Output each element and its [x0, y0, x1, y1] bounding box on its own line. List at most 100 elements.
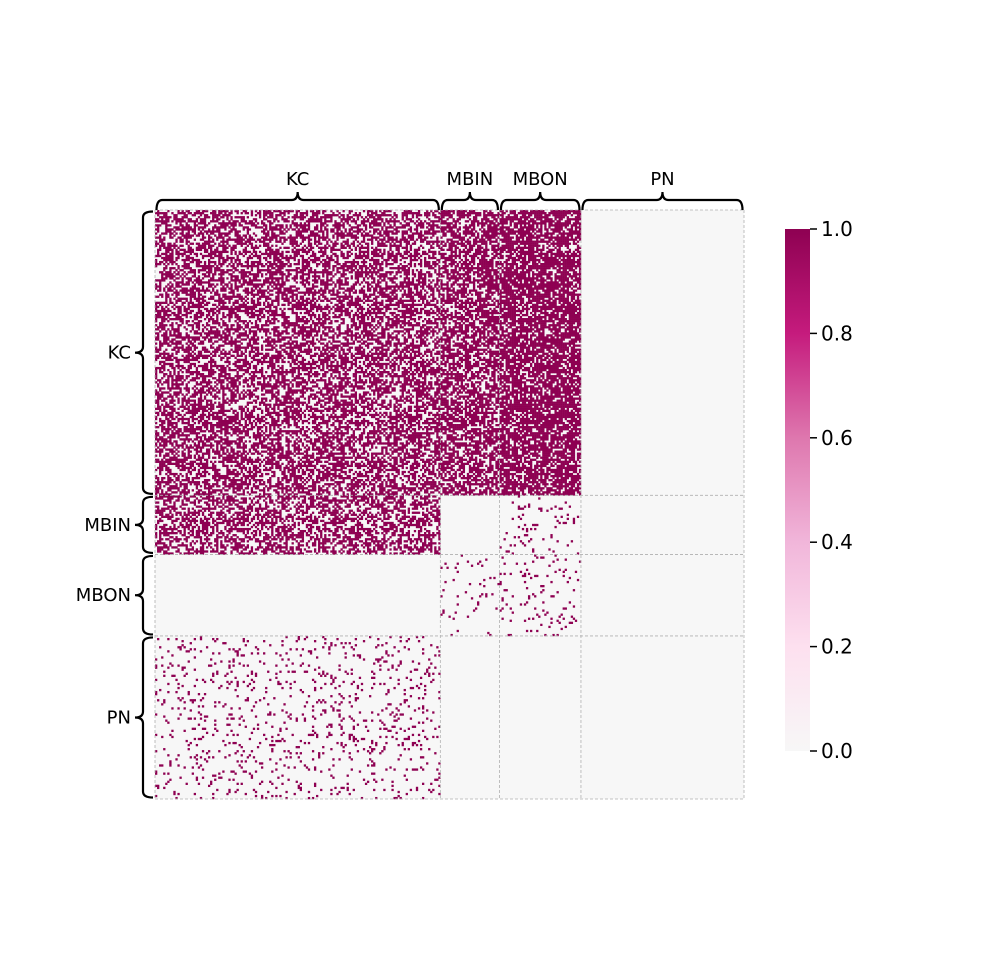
heatmap-cell	[316, 279, 319, 282]
heatmap-cell	[324, 297, 327, 300]
heatmap-cell	[273, 254, 276, 258]
heatmap-cell	[354, 313, 358, 317]
heatmap-cell	[293, 275, 296, 278]
heatmap-cell	[210, 271, 213, 274]
heatmap-cell	[324, 260, 327, 264]
heatmap-cell	[393, 258, 396, 262]
heatmap-cell	[195, 322, 199, 325]
heatmap-cell	[234, 232, 237, 235]
heatmap-cell	[175, 244, 178, 247]
heatmap-cell	[195, 303, 199, 307]
heatmap-cell	[289, 287, 292, 290]
heatmap-cell	[436, 309, 439, 313]
heatmap-cell	[238, 324, 241, 327]
heatmap-cell	[165, 258, 168, 262]
heatmap-cell	[301, 334, 305, 337]
heatmap-cell	[415, 230, 419, 233]
heatmap-cell	[224, 240, 227, 243]
heatmap-cell	[161, 260, 164, 264]
heatmap-cell	[371, 240, 374, 243]
heatmap-cell	[354, 254, 358, 258]
heatmap-cell	[285, 297, 288, 300]
heatmap-cell	[342, 309, 345, 313]
heatmap-cell	[409, 228, 413, 231]
heatmap-cell	[179, 297, 182, 300]
heatmap-cell	[397, 301, 400, 304]
heatmap-cell	[210, 295, 213, 298]
heatmap-cell	[155, 313, 158, 317]
heatmap-cell	[165, 267, 168, 270]
heatmap-cell	[419, 336, 423, 339]
heatmap-cell	[409, 293, 413, 296]
heatmap-cell	[354, 271, 358, 274]
heatmap-cell	[342, 262, 345, 266]
heatmap-cell	[322, 307, 325, 311]
heatmap-cell	[389, 236, 392, 239]
heatmap-cell	[352, 220, 355, 223]
heatmap-cell	[179, 285, 182, 288]
heatmap-cell	[218, 258, 221, 262]
heatmap-cell	[387, 238, 390, 241]
heatmap-cell	[303, 258, 307, 262]
heatmap-cell	[434, 283, 437, 286]
heatmap-cell	[322, 311, 325, 315]
heatmap-cell	[413, 273, 417, 276]
heatmap-cell	[159, 315, 162, 319]
heatmap-cell	[212, 307, 215, 311]
heatmap-cell	[373, 267, 376, 270]
heatmap-cell	[391, 338, 394, 341]
heatmap-cell	[165, 336, 168, 339]
heatmap-cell	[428, 240, 431, 243]
heatmap-cell	[283, 324, 286, 327]
heatmap-cell	[279, 267, 282, 270]
heatmap-cell	[356, 307, 360, 311]
heatmap-cell	[436, 336, 439, 339]
heatmap-cell	[224, 295, 227, 298]
heatmap-cell	[218, 218, 221, 221]
heatmap-cell	[356, 254, 360, 258]
heatmap-cell	[421, 287, 425, 290]
heatmap-cell	[336, 226, 339, 229]
heatmap-cell	[340, 242, 343, 245]
heatmap-cell	[334, 293, 337, 296]
heatmap-cell	[417, 214, 421, 217]
heatmap-cell	[362, 277, 366, 280]
heatmap-cell	[185, 299, 188, 302]
heatmap-cell	[371, 328, 374, 331]
heatmap-cell	[197, 246, 201, 249]
heatmap-cell	[165, 226, 168, 229]
heatmap-cell	[246, 313, 249, 317]
heatmap-cell	[350, 234, 353, 237]
heatmap-cell	[313, 232, 317, 235]
heatmap-cell	[234, 328, 237, 331]
heatmap-cell	[177, 256, 180, 260]
heatmap-cell	[299, 275, 302, 278]
heatmap-cell	[326, 262, 329, 266]
heatmap-cell	[364, 250, 368, 254]
heatmap-cell	[432, 334, 435, 337]
heatmap-cell	[401, 293, 404, 296]
heatmap-cell	[271, 214, 274, 217]
heatmap-cell	[161, 238, 164, 241]
heatmap-cell	[305, 273, 309, 276]
heatmap-cell	[173, 230, 176, 233]
heatmap-cell	[383, 277, 386, 280]
heatmap-cell	[187, 226, 190, 229]
heatmap-cell	[358, 303, 362, 307]
heatmap-cell	[303, 216, 307, 219]
heatmap-cell	[171, 334, 174, 337]
heatmap-cell	[220, 279, 223, 282]
heatmap-cell	[373, 216, 376, 219]
heatmap-cell	[165, 212, 168, 215]
heatmap-cell	[399, 281, 402, 284]
heatmap-cell	[181, 283, 184, 286]
heatmap-cell	[273, 226, 276, 229]
heatmap-cell	[381, 273, 384, 276]
heatmap-cell	[155, 236, 158, 239]
heatmap-cell	[328, 260, 331, 264]
heatmap-cell	[228, 332, 231, 335]
heatmap-cell	[236, 254, 239, 258]
heatmap-cell	[362, 258, 366, 262]
heatmap-cell	[426, 252, 429, 256]
heatmap-cell	[228, 256, 231, 260]
